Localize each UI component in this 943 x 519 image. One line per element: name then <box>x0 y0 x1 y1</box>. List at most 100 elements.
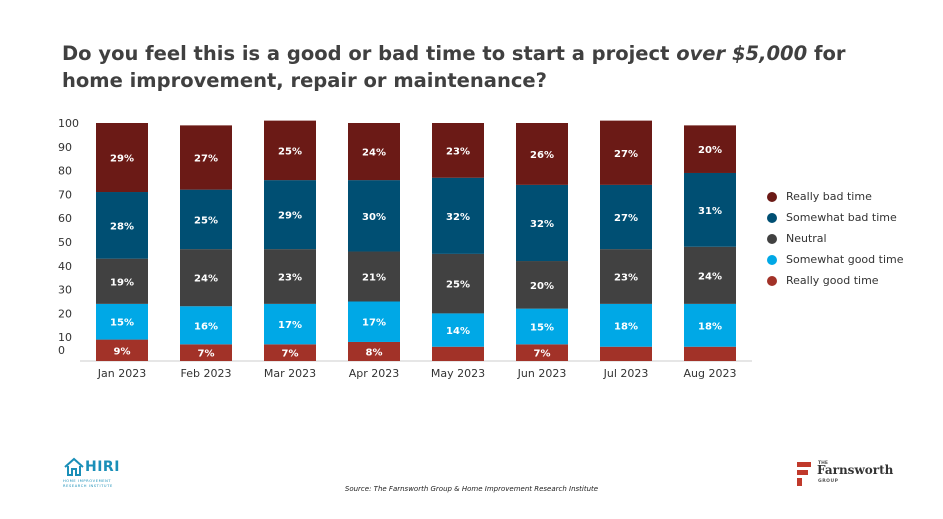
legend-swatch-really-bad <box>767 192 777 202</box>
x-tick-label: Apr 2023 <box>349 367 400 380</box>
bar-segment <box>516 123 568 185</box>
data-label: 31% <box>698 206 722 217</box>
data-label: 7% <box>282 349 299 360</box>
data-label: 17% <box>362 318 386 329</box>
y-tick-label: 50 <box>58 236 72 249</box>
y-tick-label: 90 <box>58 141 72 154</box>
bar-segment <box>180 306 232 345</box>
bar-segment <box>180 125 232 190</box>
data-label: 14% <box>446 326 470 337</box>
bar-segment <box>684 172 736 247</box>
bar-segment <box>264 120 316 181</box>
legend-swatch-somewhat-bad <box>767 213 777 223</box>
farnsworth-logo: THE Farnsworth GROUP <box>795 460 905 490</box>
data-label: 18% <box>614 321 638 332</box>
data-label: 21% <box>362 273 386 284</box>
farnsworth-mark-icon <box>797 462 811 486</box>
data-label: 32% <box>446 212 470 223</box>
data-label: 20% <box>698 145 722 156</box>
data-label: 28% <box>110 221 134 232</box>
bar-segment <box>348 301 400 342</box>
legend-swatch-neutral <box>767 234 777 244</box>
x-tick-label: Feb 2023 <box>181 367 232 380</box>
bar-segment <box>684 246 736 304</box>
bar-segment <box>516 261 568 309</box>
bar-segment <box>600 184 652 250</box>
bar-segment <box>96 123 148 193</box>
bar-segment <box>600 120 652 185</box>
bar-segment <box>600 303 652 347</box>
bar-segment <box>348 123 400 181</box>
title-text: Do you feel this is a good or bad time t… <box>62 42 677 65</box>
legend-label-really-bad: Really bad time <box>786 190 872 203</box>
bar-segment <box>96 339 148 361</box>
y-tick-label: 70 <box>58 188 72 201</box>
bar-segment <box>96 258 148 304</box>
legend-label-really-good: Really good time <box>786 274 879 287</box>
data-label: 9% <box>114 346 131 357</box>
x-tick-label: Mar 2023 <box>264 367 316 380</box>
bar-segment <box>432 177 484 254</box>
legend-item-neutral: Neutral <box>767 232 907 245</box>
y-tick-label: 30 <box>58 284 72 297</box>
bar-segment <box>348 251 400 302</box>
bar-segment <box>96 303 148 340</box>
title-text-end: for home improvement, repair or maintena… <box>62 42 846 92</box>
chart-title: Do you feel this is a good or bad time t… <box>62 40 912 94</box>
bar-segment <box>684 303 736 347</box>
y-tick-label: 0 <box>58 344 65 357</box>
legend-swatch-somewhat-good <box>767 255 777 265</box>
legend-label-somewhat-bad: Somewhat bad time <box>786 211 897 224</box>
data-label: 26% <box>530 150 554 161</box>
bar-segment <box>516 308 568 345</box>
data-label: 24% <box>362 148 386 159</box>
bar-segment <box>264 344 316 361</box>
data-label: 17% <box>278 320 302 331</box>
y-tick-label: 60 <box>58 212 72 225</box>
data-label: 20% <box>530 281 554 292</box>
bar-segment <box>684 346 736 361</box>
title-emphasis: over $5,000 <box>676 42 808 65</box>
data-label: 27% <box>614 213 638 224</box>
data-label: 18% <box>698 321 722 332</box>
legend-item-really-good: Really good time <box>767 274 907 287</box>
data-label: 8% <box>366 347 383 358</box>
x-tick-label: Aug 2023 <box>684 367 737 380</box>
x-tick-label: Jun 2023 <box>517 367 567 380</box>
legend-item-somewhat-bad: Somewhat bad time <box>767 211 907 224</box>
data-label: 24% <box>194 274 218 285</box>
bar-segment <box>600 249 652 304</box>
bar-segment <box>432 253 484 314</box>
legend-item-somewhat-good: Somewhat good time <box>767 253 907 266</box>
data-label: 15% <box>530 322 554 333</box>
bar-segment <box>348 341 400 361</box>
bar-segment <box>180 249 232 307</box>
bar-segment <box>264 180 316 250</box>
bar-segment <box>516 344 568 361</box>
bar-segment <box>432 346 484 361</box>
bar-segment <box>264 303 316 345</box>
bar-segment <box>264 249 316 304</box>
bar-segment <box>516 184 568 262</box>
farnsworth-logo-name: Farnsworth <box>817 463 894 477</box>
x-tick-label: May 2023 <box>431 367 485 380</box>
data-label: 15% <box>110 318 134 329</box>
data-label: 27% <box>194 154 218 165</box>
data-label: 29% <box>278 211 302 222</box>
data-label: 25% <box>278 146 302 157</box>
data-label: 23% <box>614 273 638 284</box>
bar-segment <box>432 313 484 347</box>
legend-label-somewhat-good: Somewhat good time <box>786 253 904 266</box>
farnsworth-logo-group: GROUP <box>818 479 839 484</box>
data-label: 24% <box>698 271 722 282</box>
y-tick-label: 100 <box>58 117 79 130</box>
farnsworth-logo-the: THE <box>818 461 828 466</box>
data-label: 19% <box>110 277 134 288</box>
data-label: 25% <box>446 280 470 291</box>
data-label: 27% <box>614 149 638 160</box>
data-label: 32% <box>530 219 554 230</box>
data-label: 23% <box>278 273 302 284</box>
bar-segment <box>432 123 484 178</box>
data-label: 30% <box>362 212 386 223</box>
